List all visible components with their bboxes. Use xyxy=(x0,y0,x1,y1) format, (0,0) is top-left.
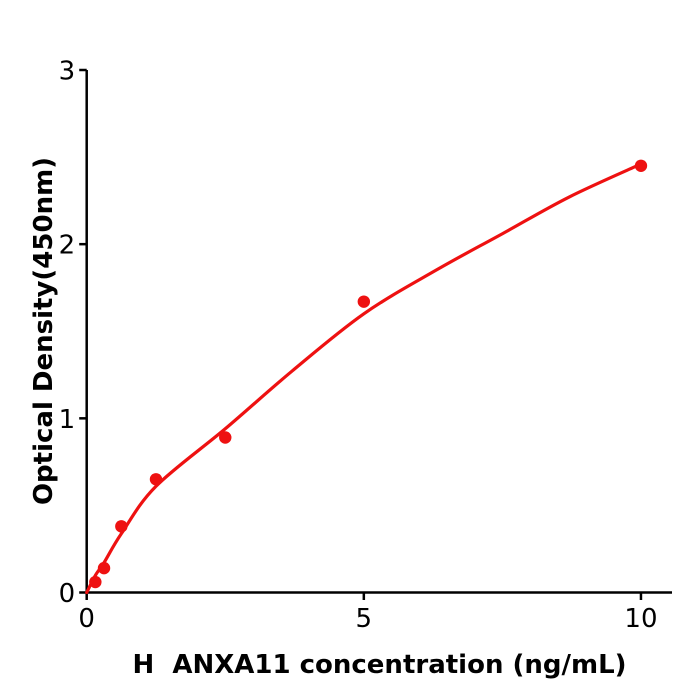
data-point xyxy=(357,295,371,308)
y-tick-label: 2 xyxy=(59,231,76,261)
axis-spines xyxy=(85,70,672,594)
x-tick-label: 10 xyxy=(624,604,657,634)
x-tick-label: 0 xyxy=(78,604,95,634)
data-point xyxy=(219,431,232,444)
y-tick-label: 1 xyxy=(59,405,76,435)
fit-curve-line xyxy=(85,162,643,595)
y-tick-label: 3 xyxy=(59,57,76,87)
x-axis-label: H ANXA11 concentration (ng/mL) xyxy=(132,650,627,680)
y-tick-label: 0 xyxy=(59,579,76,609)
y-axis-label: Optical Density(450nm) xyxy=(29,156,59,506)
x-tick-label: 5 xyxy=(356,604,373,634)
